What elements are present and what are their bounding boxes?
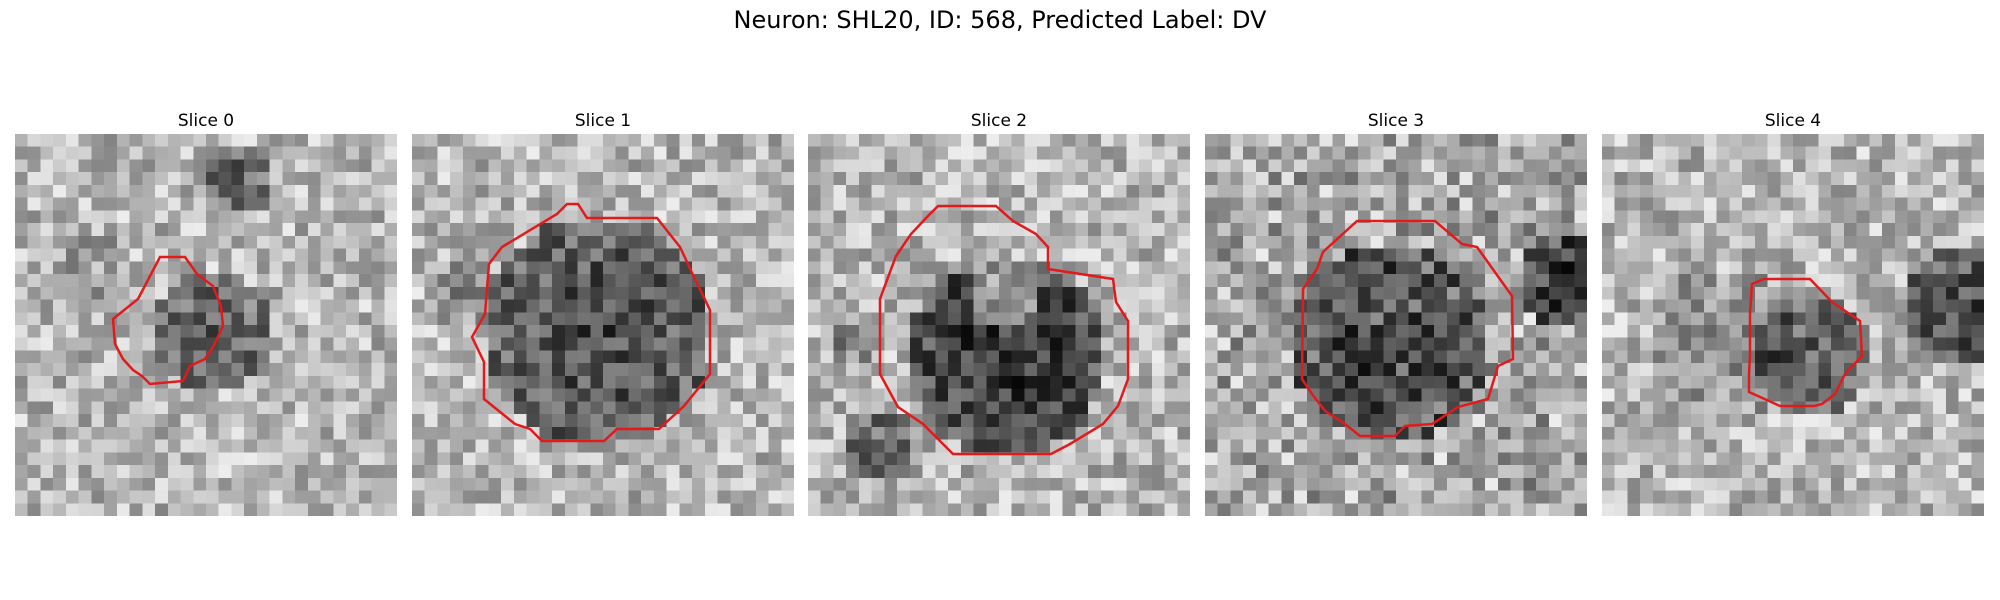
- roi-contour-overlay: [1747, 277, 1864, 408]
- slice-title: Slice 2: [970, 111, 1028, 131]
- roi-contour: [878, 204, 1130, 456]
- slice-panel-4: Slice 4: [1602, 108, 1984, 516]
- slice-pixels: [1205, 134, 1587, 516]
- slice-title: Slice 0: [177, 111, 235, 131]
- slice-image: [1205, 134, 1587, 516]
- roi-contour: [1747, 277, 1864, 408]
- slice-pixels: [412, 134, 794, 516]
- slice-title: Slice 1: [574, 111, 632, 131]
- roi-contour-overlay: [111, 255, 225, 386]
- figure-title: Neuron: SHL20, ID: 568, Predicted Label:…: [733, 6, 1267, 34]
- slice-panel-2: Slice 2: [808, 108, 1190, 516]
- roi-contour: [1300, 219, 1515, 438]
- slice-image: [808, 134, 1190, 516]
- roi-contour-overlay: [878, 204, 1130, 456]
- slice-title: Slice 4: [1764, 111, 1822, 131]
- slice-image: [15, 134, 397, 516]
- slice-pixels: [808, 134, 1190, 516]
- roi-contour-overlay: [1300, 219, 1515, 438]
- slice-pixels: [1602, 134, 1984, 516]
- slice-panel-0: Slice 0: [15, 108, 397, 516]
- slice-pixels: [15, 134, 397, 516]
- slice-title: Slice 3: [1367, 111, 1425, 131]
- roi-contour: [470, 202, 712, 443]
- roi-contour: [111, 255, 225, 386]
- slice-image: [1602, 134, 1984, 516]
- slice-panel-1: Slice 1: [412, 108, 794, 516]
- slice-panel-3: Slice 3: [1205, 108, 1587, 516]
- slice-image: [412, 134, 794, 516]
- roi-contour-overlay: [470, 202, 712, 443]
